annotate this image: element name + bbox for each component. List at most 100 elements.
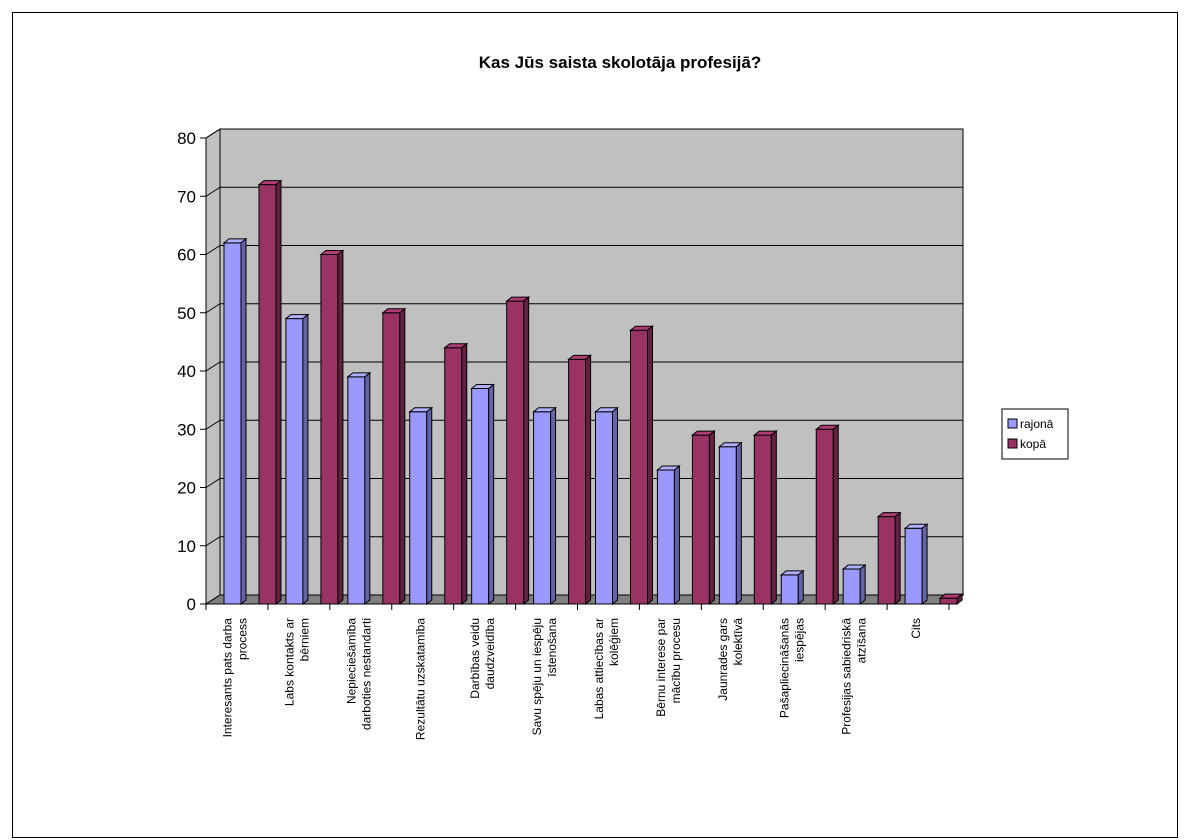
bar-kopā [876, 511, 902, 606]
x-tick-label: Interesants pats darbaprocess [220, 618, 249, 738]
gridline-side [205, 536, 221, 547]
x-tick-label-line: Profesijas sabiedriskā [840, 618, 854, 735]
gridline-side [205, 361, 221, 372]
bar-rajonā-side [612, 406, 618, 606]
x-tick-label: Jaunrades garskolektīvā [716, 618, 745, 701]
y-tick-label: 80 [177, 129, 196, 148]
gridline-side [205, 128, 221, 139]
bar-kopā-side [523, 296, 530, 606]
bar-rajonā-side [550, 406, 557, 606]
bar-rajonā-side [364, 371, 371, 606]
x-tick-label-line: Labas attiecības ar [592, 618, 606, 719]
bar-rajonā [779, 569, 805, 606]
bar-rajonā [284, 313, 310, 606]
y-tick-label: 30 [177, 420, 196, 439]
bar-kopā-front [568, 358, 587, 605]
bar-rajonā-front [780, 574, 799, 605]
bar-rajonā-side [797, 569, 804, 606]
bar-kopā [319, 249, 345, 606]
bar-kopā-front [753, 434, 772, 605]
gridline-side [205, 419, 221, 430]
bar-rajonā [594, 406, 619, 606]
bar-kopā [814, 424, 840, 606]
x-tick-label-line: Savu spēju un iespēju [530, 618, 544, 735]
x-tick-label-line: Cits [909, 618, 923, 639]
bar-kopā [567, 354, 593, 606]
legend-label: rajonā [1020, 417, 1054, 431]
bar-rajonā [408, 406, 434, 606]
bar-rajonā-front [285, 318, 304, 605]
x-tick-label-line: Jaunrades gars [716, 618, 730, 701]
x-tick-label: Cits [909, 618, 923, 639]
x-tick-label: Pašapliecināšanāsiespējas [778, 618, 807, 718]
bar-kopā [690, 430, 716, 606]
bar-kopā [629, 325, 654, 606]
bar-kopā-side [461, 342, 468, 606]
bar-kopā [443, 342, 469, 606]
gridline-side [205, 186, 221, 197]
bar-rajonā-side [859, 564, 866, 606]
bar-kopā [938, 593, 964, 606]
x-tick-label: Nepieciešamībadarboties nestandarti [344, 618, 373, 730]
bar-kopā [752, 430, 778, 606]
x-tick-label-line: Labs kontakts ar [282, 618, 296, 706]
chart-canvas: Kas Jūs saista skolotāja profesijā? 0 10 2… [177, 53, 1069, 740]
bar-rajonā-front [718, 446, 737, 605]
y-tick-label: 10 [177, 537, 196, 556]
x-tick-label: Labas attiecības arkolēģiem [592, 618, 621, 719]
bar-rajonā-front [595, 411, 613, 605]
bar-rajonā-front [842, 568, 861, 605]
x-tick-label-line: darboties nestandarti [359, 618, 373, 730]
bar-rajonā-front [223, 242, 242, 605]
y-tick-label: 70 [177, 187, 196, 206]
x-tick-label-line: iespējas [793, 618, 807, 662]
y-tick-label: 60 [177, 246, 196, 265]
bar-kopā-side [337, 249, 344, 606]
x-tick-label: Darbības veidudaudzveidība [468, 618, 497, 699]
bar-rajonā-front [656, 469, 675, 605]
x-tick-label-line: process [235, 618, 249, 660]
x-tick-label-line: Rezultātu uzskatamība [414, 618, 428, 740]
bar-rajonā [655, 464, 681, 606]
bar-kopā [381, 307, 407, 606]
bar-rajonā-side [426, 406, 433, 606]
x-tick-label-line: Bērnu interese par [654, 618, 668, 717]
bar-rajonā-side [673, 464, 680, 606]
x-tick-label-line: Interesants pats darba [220, 618, 234, 738]
gridline-side [205, 303, 221, 314]
bar-kopā-side [894, 511, 901, 606]
bar-kopā-side [770, 430, 777, 606]
legend-label: kopā [1020, 437, 1046, 451]
bar-rajonā-front [533, 411, 552, 605]
bar-kopā-front [939, 597, 958, 605]
bar-kopā-front [320, 254, 339, 605]
bar-kopā-front [691, 434, 710, 605]
bar-kopā-side [585, 354, 592, 606]
bar-rajonā-side [921, 523, 928, 606]
x-tick-label: Profesijas sabiedriskāatzīšana [840, 618, 869, 735]
x-tick-label: Bērnu interese parmācību procesu [654, 618, 683, 717]
bar-kopā-front [877, 516, 896, 605]
x-tick-label-line: Nepieciešamība [344, 618, 358, 704]
chart-frame: Kas Jūs saista skolotāja profesijā? 0 10 2… [12, 12, 1178, 838]
y-tick-label: 50 [177, 304, 196, 323]
x-tick-label-line: atzīšana [855, 618, 869, 664]
plot-area: 0 10 20 30 40 50 60 70 80 Interesants pats darbap… [177, 128, 965, 740]
bar-kopā-front [258, 184, 277, 605]
legend-box [1001, 408, 1069, 460]
x-tick-label-line: daudzveidība [483, 618, 497, 690]
bar-kopā-side [647, 325, 653, 606]
bar-rajonā-side [735, 441, 742, 606]
bar-rajonā [841, 564, 867, 606]
x-tick-label-line: kolēģiem [607, 618, 621, 666]
legend: rajonā kopā [1001, 408, 1069, 460]
x-tick-label: Labs kontakts arbērniem [282, 618, 311, 706]
bar-rajonā-side [240, 237, 247, 606]
x-tick-label-line: Darbības veidu [468, 618, 482, 699]
gridline-side [205, 478, 221, 488]
bar-rajonā-side [302, 313, 309, 606]
y-tick-label: 20 [177, 479, 196, 498]
bar-kopā-side [956, 593, 963, 606]
bar-rajonā [470, 383, 496, 606]
bar-rajonā-front [471, 387, 490, 605]
